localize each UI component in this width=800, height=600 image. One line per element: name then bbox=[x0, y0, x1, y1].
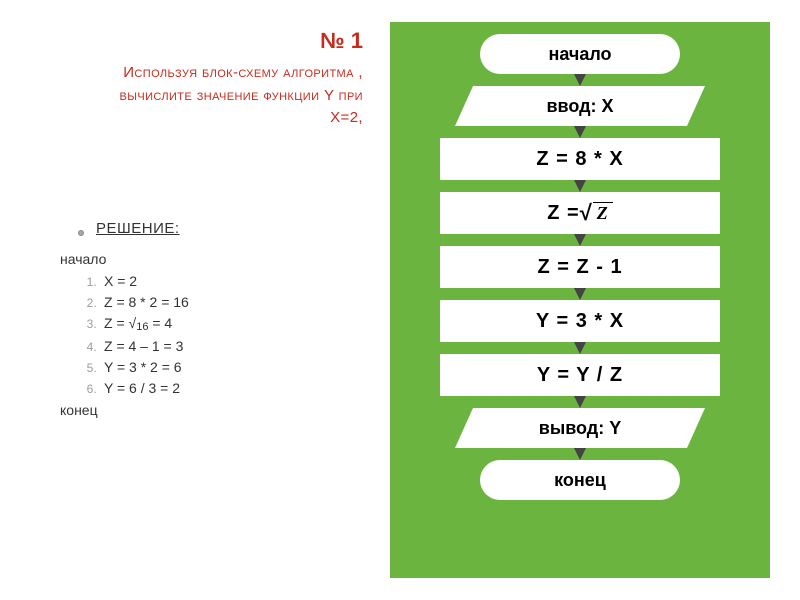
step: Z = √16 = 4 bbox=[100, 315, 363, 333]
step: Z = 8 * 2 = 16 bbox=[100, 294, 363, 310]
flowchart-arrow-icon bbox=[574, 126, 586, 138]
flowchart-process: Y = 3 * X bbox=[440, 300, 720, 342]
flowchart-arrow-icon bbox=[574, 234, 586, 246]
flowchart-io: ввод: X bbox=[455, 86, 705, 126]
flowchart-terminal: конец bbox=[480, 460, 680, 500]
flowchart-process: Y = Y / Z bbox=[440, 354, 720, 396]
flowchart-process: Z = Z - 1 bbox=[440, 246, 720, 288]
sqrt-expr: √Z bbox=[580, 202, 613, 225]
task-text: Используя блок-схему алгоритма , вычисли… bbox=[18, 62, 363, 130]
flowchart-arrow-icon bbox=[574, 448, 586, 460]
flowchart-io-label: ввод: X bbox=[455, 86, 705, 126]
flowchart-io: вывод: Y bbox=[455, 408, 705, 448]
solution-steps: X = 2 Z = 8 * 2 = 16 Z = √16 = 4 Z = 4 –… bbox=[86, 273, 363, 396]
step: Y = 6 / 3 = 2 bbox=[100, 380, 363, 396]
step: Z = 4 – 1 = 3 bbox=[100, 338, 363, 354]
step: Y = 3 * 2 = 6 bbox=[100, 359, 363, 375]
process-label: Z = bbox=[547, 202, 579, 225]
flowchart-terminal: начало bbox=[480, 34, 680, 74]
solution-title-row: РЕШЕНИЕ: bbox=[78, 220, 363, 247]
left-column: № 1 Используя блок-схему алгоритма , выч… bbox=[18, 28, 363, 422]
bullet-icon bbox=[78, 230, 84, 236]
task-number: № 1 bbox=[18, 28, 363, 54]
flowchart-arrow-icon bbox=[574, 180, 586, 192]
task-line-1: Используя блок-схему алгоритма , bbox=[123, 64, 363, 81]
flowchart-arrow-icon bbox=[574, 342, 586, 354]
task-line-3: X=2, bbox=[330, 109, 363, 126]
step: X = 2 bbox=[100, 273, 363, 289]
flowchart-inner: начало ввод: X Z = 8 * X Z =√Z Z = Z - 1 Y =… bbox=[390, 22, 770, 578]
solution-block: РЕШЕНИЕ: начало X = 2 Z = 8 * 2 = 16 Z =… bbox=[18, 220, 363, 418]
flowchart-arrow-icon bbox=[574, 74, 586, 86]
flowchart-panel: начало ввод: X Z = 8 * X Z =√Z Z = Z - 1 Y =… bbox=[390, 22, 770, 578]
solution-pre: начало bbox=[60, 251, 363, 267]
flowchart-arrow-icon bbox=[574, 396, 586, 408]
flowchart-io-label: вывод: Y bbox=[455, 408, 705, 448]
flowchart-arrow-icon bbox=[574, 288, 586, 300]
flowchart-process: Z = 8 * X bbox=[440, 138, 720, 180]
solution-post: конец bbox=[60, 402, 363, 418]
task-line-2: вычислите значение функции Y при bbox=[119, 87, 363, 104]
solution-title: РЕШЕНИЕ: bbox=[96, 220, 180, 237]
flowchart-process: Z =√Z bbox=[440, 192, 720, 234]
